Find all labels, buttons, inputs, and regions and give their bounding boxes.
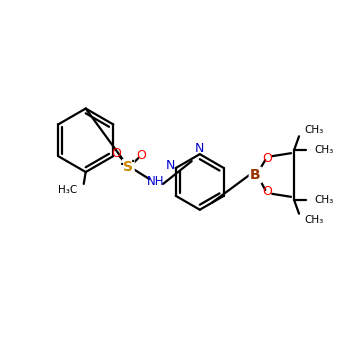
Text: B: B bbox=[250, 168, 261, 182]
Text: O: O bbox=[112, 147, 121, 160]
Text: CH₃: CH₃ bbox=[304, 215, 323, 225]
Text: N: N bbox=[195, 142, 204, 155]
Text: O: O bbox=[262, 186, 272, 198]
Text: CH₃: CH₃ bbox=[314, 145, 333, 155]
Text: O: O bbox=[262, 152, 272, 164]
Text: ·: · bbox=[130, 153, 136, 172]
Text: N: N bbox=[166, 159, 175, 172]
Text: O: O bbox=[136, 149, 146, 162]
Text: ·: · bbox=[119, 156, 126, 175]
Text: CH₃: CH₃ bbox=[314, 195, 333, 205]
Text: H₃C: H₃C bbox=[58, 185, 77, 195]
Text: S: S bbox=[123, 160, 133, 174]
Text: CH₃: CH₃ bbox=[304, 125, 323, 135]
Text: NH: NH bbox=[146, 175, 164, 188]
